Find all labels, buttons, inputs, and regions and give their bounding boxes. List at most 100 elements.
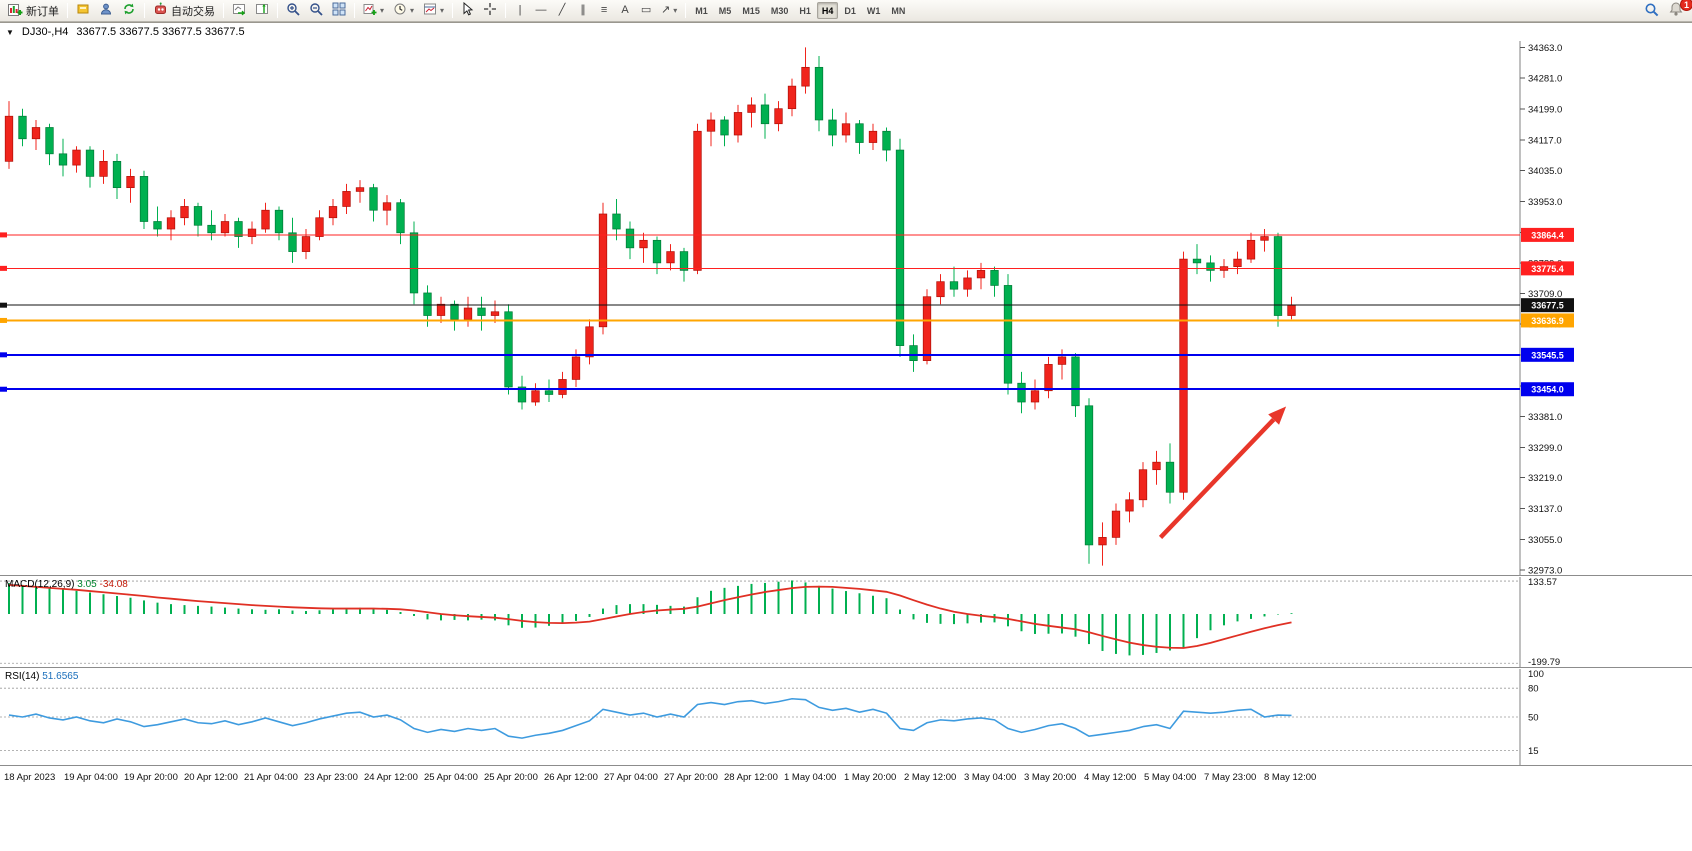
timeframe-MN[interactable]: MN [891, 5, 906, 16]
svg-text:34117.0: 34117.0 [1528, 135, 1562, 146]
macd-panel[interactable]: 133.57 -199.79 [0, 577, 1692, 667]
separator [144, 3, 145, 18]
timeframe-D1[interactable]: D1 [844, 5, 856, 16]
search-icon [1644, 2, 1659, 20]
periods-button[interactable]: ▾ [389, 1, 418, 20]
notifications-button[interactable]: 1 [1664, 0, 1692, 20]
svg-text:50: 50 [1528, 713, 1539, 724]
zoom-out-button[interactable] [305, 1, 327, 20]
horizontal-line-33775.4[interactable]: 33775.4 [0, 261, 1574, 276]
time-label: 21 Apr 04:00 [244, 772, 298, 783]
macd-histogram [8, 580, 1293, 656]
cursor-button[interactable] [457, 1, 478, 20]
price-badge [1521, 261, 1574, 276]
panel-splitter[interactable] [0, 575, 1692, 576]
timeframe-M15[interactable]: M15 [742, 5, 760, 16]
svg-text:33299.0: 33299.0 [1528, 443, 1562, 454]
time-label: 19 Apr 20:00 [124, 772, 178, 783]
vertical-line-tool-button[interactable]: | [510, 1, 530, 20]
time-label: 3 May 20:00 [1024, 772, 1077, 783]
svg-text:15: 15 [1528, 746, 1539, 757]
horizontal-line-33636.9[interactable]: 33636.9 [0, 313, 1574, 328]
text-tool-button[interactable]: A [615, 1, 635, 20]
timeframe-M30[interactable]: M30 [770, 5, 789, 16]
svg-text:33636.9: 33636.9 [1531, 316, 1564, 326]
svg-text:33055.0: 33055.0 [1528, 535, 1562, 546]
chart-shift-button[interactable] [251, 1, 273, 20]
macd-signal-value: -34.08 [99, 579, 128, 590]
indicators-icon [363, 2, 377, 19]
auto-scroll-icon [232, 2, 246, 19]
line-left-marker [0, 232, 7, 238]
tile-windows-button[interactable] [328, 1, 350, 20]
search-button[interactable] [1640, 1, 1663, 20]
chart-shift-icon [255, 2, 269, 19]
auto-trading-button[interactable]: 自动交易 [149, 1, 219, 20]
toolbar: 新订单 自动交易 ▾ ▾ ▾ | — ╱ ∥ ≡ A ▭ ↗ ▾ M1 M5 M15 M… [0, 0, 1692, 22]
refresh-button[interactable] [118, 1, 140, 20]
templates-button[interactable]: ▾ [419, 1, 448, 20]
rsi-value: 51.6565 [42, 671, 79, 682]
zoom-in-icon [286, 2, 300, 19]
time-label: 24 Apr 12:00 [364, 772, 418, 783]
time-label: 4 May 12:00 [1084, 772, 1137, 783]
profile-button[interactable] [95, 1, 117, 20]
time-label: 28 Apr 12:00 [724, 772, 778, 783]
horizontal-line-tool-button[interactable]: — [531, 1, 551, 20]
timeframe-H4[interactable]: H4 [816, 2, 839, 19]
panel-splitter[interactable] [0, 765, 1692, 766]
panel-splitter[interactable] [0, 667, 1692, 668]
trendline-tool-button[interactable]: ╱ [552, 1, 572, 20]
svg-text:34199.0: 34199.0 [1528, 105, 1562, 116]
macd-label: MACD(12,26,9) 3.05 -34.08 [5, 579, 128, 590]
new-order-button[interactable]: 新订单 [4, 1, 63, 20]
channel-icon: ∥ [580, 4, 586, 16]
time-label: 5 May 04:00 [1144, 772, 1197, 783]
zoom-in-button[interactable] [282, 1, 304, 20]
timeframe-M1[interactable]: M1 [695, 5, 708, 16]
separator [67, 3, 68, 18]
separator [505, 3, 507, 18]
macd-signal-line [8, 583, 1292, 649]
time-axis[interactable]: 18 Apr 2023 19 Apr 04:00 19 Apr 20:00 20 Ap… [0, 767, 1692, 789]
svg-text:34281.0: 34281.0 [1528, 74, 1562, 85]
price-chart[interactable]: 34363.0 34281.0 34199.0 34117.0 34035.0 33953… [0, 41, 1692, 575]
svg-text:33381.0: 33381.0 [1528, 412, 1562, 423]
horizontal-line-icon: — [535, 4, 547, 16]
rsi-name: RSI(14) [5, 671, 40, 682]
horizontal-line-33864.4[interactable]: 33864.4 [0, 227, 1574, 242]
timeframe-M5[interactable]: M5 [718, 5, 732, 16]
fibonacci-tool-button[interactable]: ≡ [594, 1, 614, 20]
template-icon [423, 2, 437, 19]
cursor-icon [461, 1, 474, 19]
auto-trading-icon [153, 2, 168, 19]
channel-tool-button[interactable]: ∥ [573, 1, 593, 20]
timeframe-W1[interactable]: W1 [866, 5, 881, 16]
horizontal-line-33454.0[interactable]: 33454.0 [0, 382, 1574, 397]
timeframe-H1[interactable]: H1 [799, 5, 811, 16]
horizontal-line-33545.5[interactable]: 33545.5 [0, 347, 1574, 362]
horizontal-line-33677.5[interactable]: 33677.5 [0, 298, 1574, 313]
rsi-panel[interactable]: 100 80 50 15 [0, 669, 1692, 765]
price-badge [1521, 382, 1574, 397]
arrows-tool-button[interactable]: ↗ ▾ [657, 1, 681, 20]
line-left-marker [0, 302, 7, 308]
indicators-button[interactable]: ▾ [359, 1, 388, 20]
price-badge [1521, 347, 1574, 362]
collapse-triangle-icon[interactable]: ▼ [6, 27, 14, 37]
time-label: 25 Apr 04:00 [424, 772, 478, 783]
price-badge [1521, 227, 1574, 242]
separator [452, 3, 454, 18]
label-tool-button[interactable]: ▭ [636, 1, 656, 20]
time-label: 7 May 23:00 [1204, 772, 1257, 783]
time-label: 18 Apr 2023 [4, 772, 56, 783]
svg-text:80: 80 [1528, 684, 1539, 695]
trend-arrow-annotation[interactable] [1158, 406, 1287, 539]
auto-scroll-button[interactable] [228, 1, 250, 20]
line-left-marker [0, 317, 7, 323]
label-icon: ▭ [640, 4, 652, 16]
new-order-icon [8, 2, 23, 20]
market-button[interactable] [72, 1, 94, 20]
crosshair-button[interactable] [479, 1, 501, 20]
tile-windows-icon [332, 2, 346, 19]
